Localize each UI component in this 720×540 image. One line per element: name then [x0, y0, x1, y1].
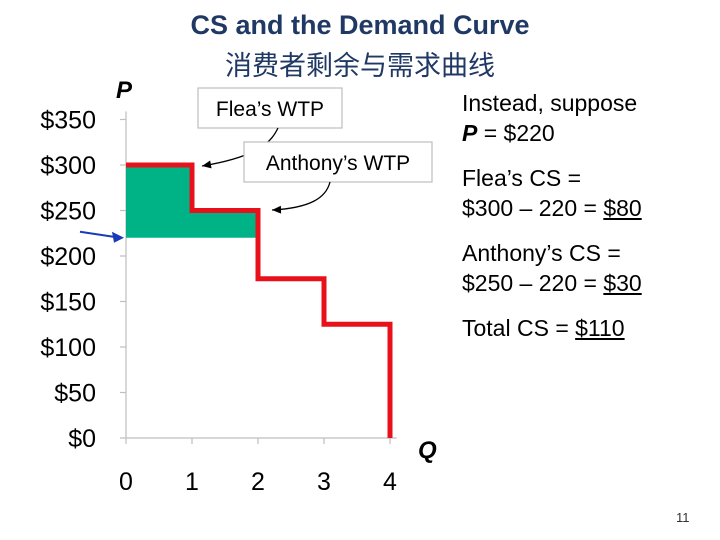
y-tick-label: $150 — [40, 289, 96, 317]
slide-number: 11 — [676, 510, 690, 525]
x-tick-label: 3 — [317, 468, 331, 496]
instead-price-text: = $220 — [477, 120, 555, 146]
anthony-wtp-callout-box — [243, 141, 433, 183]
y-tick-label: $200 — [40, 243, 96, 271]
flea-cs-label: Flea’s CS = — [462, 165, 582, 191]
demand-curve — [126, 162, 393, 438]
anthony-wtp-callout-text: Anthony’s WTP — [266, 152, 410, 175]
y-tick-label: $250 — [40, 198, 96, 226]
price-arrow — [79, 230, 124, 243]
flea-wtp-callout-text: Flea’s WTP — [216, 98, 324, 121]
y-tick-label: $50 — [54, 380, 96, 408]
x-axis-label: Q — [418, 437, 437, 464]
flea-wtp-callout-box — [197, 87, 343, 129]
instead-p-symbol: P — [462, 120, 478, 146]
instead-line-1: Instead, suppose — [462, 90, 638, 116]
flea-cs-calc-line: $300 – 220 = $80 — [462, 193, 642, 223]
instead-note: Instead, suppose P = $220 — [462, 88, 637, 148]
price-arrow-head — [112, 231, 124, 243]
x-tick-label: 4 — [383, 468, 397, 496]
y-axis-ticks: $0 $50 $100 $150 $200 $250 $300 $350 — [40, 107, 126, 453]
total-cs-note: Total CS = $110 — [462, 313, 625, 343]
y-axis-label: P — [116, 77, 133, 104]
flea-cs-calc: $300 – 220 = — [462, 195, 604, 221]
anthony-cs-calc-line: $250 – 220 = $30 — [462, 268, 642, 298]
flea-wtp-arrowhead — [202, 160, 212, 169]
y-tick-label: $300 — [40, 152, 96, 180]
x-tick-label: 2 — [251, 468, 265, 496]
anthony-wtp-arrowhead — [272, 205, 282, 214]
total-cs-value: $110 — [575, 315, 625, 341]
flea-cs-note: Flea’s CS = $300 – 220 = $80 — [462, 163, 642, 223]
x-tick-label: 1 — [185, 468, 199, 496]
anthony-cs-calc: $250 – 220 = — [462, 270, 604, 296]
y-tick-label: $350 — [40, 107, 96, 135]
total-cs-label: Total CS = — [462, 315, 576, 341]
anthony-cs-note: Anthony’s CS = $250 – 220 = $30 — [462, 238, 642, 298]
slide-title: CS and the Demand Curve — [190, 10, 530, 40]
x-tick-label: 0 — [119, 468, 133, 496]
instead-line-2: P = $220 — [462, 118, 637, 148]
y-tick-label: $100 — [40, 334, 96, 362]
anthony-cs-label: Anthony’s CS = — [462, 240, 621, 266]
flea-cs-value: $80 — [603, 195, 642, 221]
anthony-wtp-arrow — [271, 181, 331, 211]
anthony-cs-value: $30 — [603, 270, 642, 296]
y-tick-label: $0 — [68, 425, 96, 453]
x-axis-ticks: 0 1 2 3 4 — [119, 438, 397, 496]
slide-subtitle: 消费者剩余与需求曲线 — [225, 51, 495, 82]
